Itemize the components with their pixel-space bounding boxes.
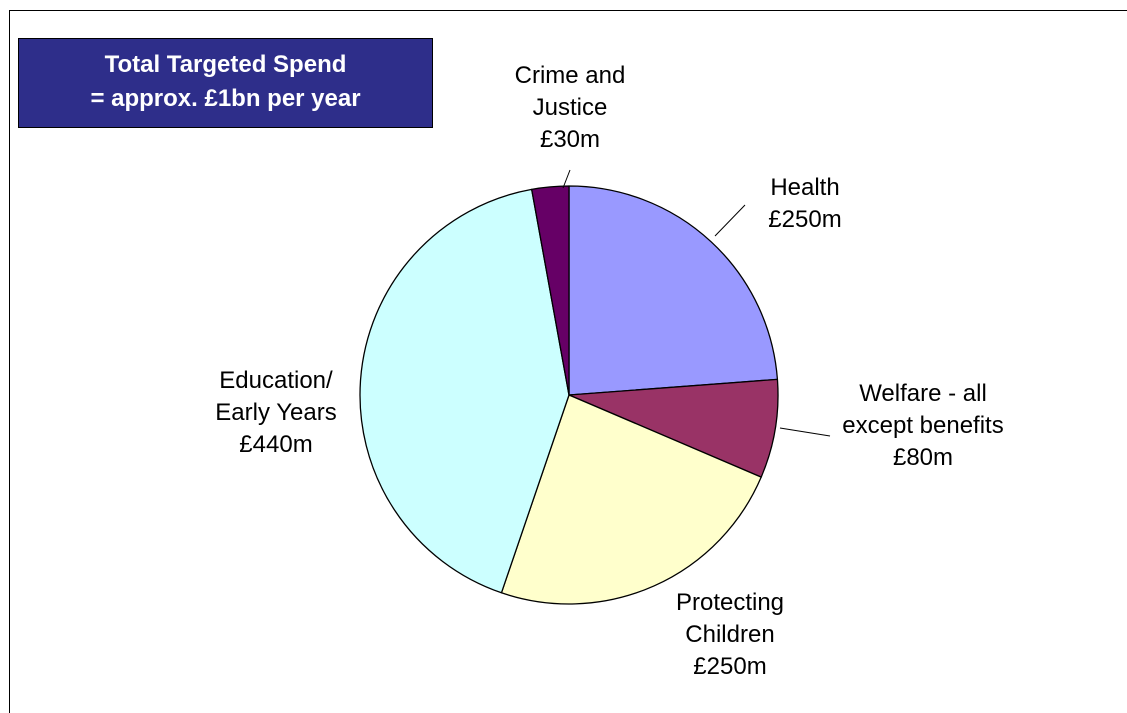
leader-line-health [714, 204, 746, 237]
pie-slice-crime-and-justice [531, 185, 570, 396]
slice-label-education: Education/ Early Years £440m [196, 365, 356, 461]
slice-label-protecting-children: Protecting Children £250m [660, 587, 800, 683]
slice-label-crime-line-2: Justice [532, 94, 608, 121]
pie-slice-health [568, 185, 779, 396]
slice-label-protecting-line-1: Protecting [675, 589, 785, 616]
slice-label-welfare: Welfare - all except benefits £80m [818, 378, 1028, 474]
pie-slice-welfare-all-except-benefits [568, 378, 779, 478]
chart-title-line-1: Total Targeted Spend [104, 51, 347, 78]
slice-label-education-line-2: Early Years [215, 399, 337, 426]
slice-label-crime-line-1: Crime and [514, 62, 626, 89]
slice-label-crime-justice: Crime and Justice £30m [495, 60, 645, 156]
leader-line-welfare-all-except-benefits [779, 427, 831, 437]
pie-slice-protecting-children [500, 394, 762, 605]
slice-label-health-line-2: £250m [768, 206, 842, 233]
slice-label-health-line-1: Health [770, 174, 840, 201]
chart-title-box: Total Targeted Spend = approx. £1bn per … [18, 38, 433, 128]
slice-label-education-line-1: Education/ [219, 367, 333, 394]
slice-label-education-line-3: £440m [239, 431, 313, 458]
slice-label-protecting-line-2: Children [685, 621, 775, 648]
slice-label-welfare-line-2: except benefits [842, 412, 1004, 439]
slice-label-protecting-line-3: £250m [693, 653, 767, 680]
leader-line-crime-and-justice [562, 169, 571, 189]
slice-label-crime-line-3: £30m [539, 126, 601, 153]
slice-label-welfare-line-3: £80m [892, 444, 954, 471]
pie-slice-education-early-years [359, 188, 570, 594]
slice-label-health: Health £250m [750, 172, 860, 236]
chart-title-line-2: = approx. £1bn per year [90, 85, 361, 112]
slice-label-welfare-line-1: Welfare - all [859, 380, 987, 407]
